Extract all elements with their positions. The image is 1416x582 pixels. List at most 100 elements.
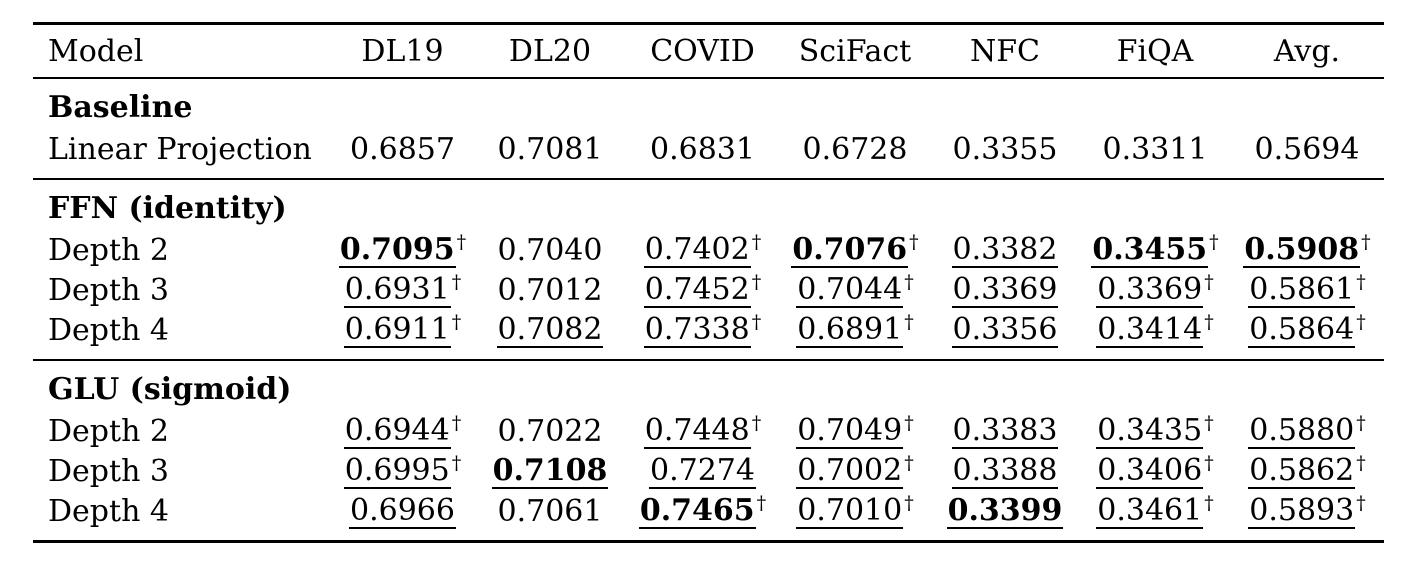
metric-value: 0.6911 bbox=[343, 311, 451, 349]
metric-cell: 0.6995 † bbox=[330, 451, 475, 491]
dagger-mark: † bbox=[1361, 230, 1371, 253]
dagger-mark: † bbox=[1356, 411, 1366, 434]
metric-cell: 0.3435 † bbox=[1080, 411, 1230, 451]
row-label: Depth 2 bbox=[48, 232, 170, 268]
metric-cell: 0.7402 † bbox=[625, 230, 780, 270]
dagger-mark: † bbox=[756, 491, 767, 514]
metric-value: 0.7448 bbox=[643, 412, 751, 450]
table-row: Depth 2 0.6944 † 0.7022 0.7448 † 0.7049 † 0.3383… bbox=[33, 411, 1384, 451]
metric-cell: 0.5908 † bbox=[1230, 230, 1384, 270]
metric-cell: 0.3399 bbox=[930, 491, 1080, 542]
metric-value: 0.5880 bbox=[1248, 412, 1356, 450]
metric-cell: 0.7002 † bbox=[780, 451, 930, 491]
column-header-dl19: DL19 bbox=[361, 33, 444, 69]
metric-value: 0.3355 bbox=[952, 131, 1058, 167]
metric-cell: 0.3406 † bbox=[1080, 451, 1230, 491]
metric-cell: 0.6911 † bbox=[330, 310, 475, 360]
column-header-covid: COVID bbox=[650, 33, 755, 69]
dagger-mark: † bbox=[1356, 491, 1366, 514]
metric-cell: 0.7040 bbox=[475, 230, 625, 270]
section-title-row: GLU (sigmoid) bbox=[33, 360, 1384, 411]
metric-cell: 0.7095 † bbox=[330, 230, 475, 270]
dagger-mark: † bbox=[451, 270, 462, 293]
metric-value: 0.7465 bbox=[638, 492, 756, 530]
metric-value: 0.5861 bbox=[1248, 271, 1356, 309]
column-header-avg: Avg. bbox=[1273, 33, 1341, 69]
metric-value: 0.7076 bbox=[791, 231, 909, 269]
dagger-mark: † bbox=[451, 411, 462, 434]
dagger-mark: † bbox=[904, 270, 914, 293]
dagger-mark: † bbox=[1209, 230, 1219, 253]
metric-cell: 0.3383 bbox=[930, 411, 1080, 451]
metric-value: 0.6995 bbox=[343, 452, 451, 490]
table-section-2: GLU (sigmoid) Depth 2 0.6944 † 0.7022 0.7448 †… bbox=[33, 360, 1384, 542]
dagger-mark: † bbox=[751, 310, 762, 333]
metric-cell: 0.7044 † bbox=[780, 270, 930, 310]
metric-cell: 0.6728 bbox=[780, 129, 930, 179]
table-section-0: Baseline Linear Projection 0.6857 0.7081 0.6… bbox=[33, 78, 1384, 179]
metric-value: 0.3383 bbox=[951, 412, 1059, 450]
metric-value: 0.6944 bbox=[343, 412, 451, 450]
dagger-mark: † bbox=[1204, 270, 1214, 293]
column-header-fiqa: FiQA bbox=[1116, 33, 1194, 69]
metric-cell: 0.7010 † bbox=[780, 491, 930, 542]
metric-value: 0.7338 bbox=[643, 311, 751, 349]
metric-value: 0.7049 bbox=[796, 412, 904, 450]
dagger-mark: † bbox=[451, 451, 462, 474]
table-row: Depth 2 0.7095 † 0.7040 0.7402 † 0.7076 † 0.3382… bbox=[33, 230, 1384, 270]
section-title-row: Baseline bbox=[33, 78, 1384, 129]
metric-cell: 0.3369 † bbox=[1080, 270, 1230, 310]
dagger-mark: † bbox=[904, 491, 914, 514]
column-header-dl20: DL20 bbox=[508, 33, 592, 69]
row-label: Depth 4 bbox=[48, 493, 170, 529]
header-row: Model DL19 DL20 COVID SciFact NFC FiQA A… bbox=[33, 24, 1384, 78]
metric-value: 0.7452 bbox=[643, 271, 751, 309]
metric-cell: 0.5694 bbox=[1230, 129, 1384, 179]
table-row: Depth 4 0.6966 0.7061 0.7465 † 0.7010 † 0.3399 0… bbox=[33, 491, 1384, 542]
column-header-scifact: SciFact bbox=[798, 33, 912, 69]
metric-value: 0.3414 bbox=[1096, 311, 1204, 349]
dagger-mark: † bbox=[456, 230, 467, 253]
dagger-mark: † bbox=[1204, 310, 1214, 333]
dagger-mark: † bbox=[751, 230, 762, 253]
metric-value: 0.3388 bbox=[951, 452, 1059, 490]
dagger-mark: † bbox=[1356, 451, 1366, 474]
metric-value: 0.7022 bbox=[497, 413, 603, 449]
metric-value: 0.3369 bbox=[1096, 271, 1204, 309]
dagger-mark: † bbox=[904, 411, 914, 434]
table-section-1: FFN (identity) Depth 2 0.7095 † 0.7040 0.7402… bbox=[33, 179, 1384, 360]
metric-value: 0.6931 bbox=[343, 271, 451, 309]
metric-cell: 0.7448 † bbox=[625, 411, 780, 451]
metric-cell: 0.6931 † bbox=[330, 270, 475, 310]
column-header-model: Model bbox=[48, 33, 144, 69]
dagger-mark: † bbox=[451, 310, 462, 333]
metric-cell: 0.6857 bbox=[330, 129, 475, 179]
metric-cell: 0.5864 † bbox=[1230, 310, 1384, 360]
column-header-nfc: NFC bbox=[969, 33, 1041, 69]
metric-value: 0.3356 bbox=[951, 311, 1059, 349]
metric-value: 0.7274 bbox=[649, 452, 756, 490]
table-row: Depth 3 0.6931 † 0.7012 0.7452 † 0.7044 † 0.3369… bbox=[33, 270, 1384, 310]
metric-value: 0.6728 bbox=[802, 131, 908, 167]
row-label: Linear Projection bbox=[48, 131, 312, 167]
metric-value: 0.5694 bbox=[1254, 131, 1360, 167]
metric-value: 0.7040 bbox=[497, 232, 603, 268]
metric-cell: 0.5861 † bbox=[1230, 270, 1384, 310]
metric-value: 0.3435 bbox=[1096, 412, 1204, 450]
metric-cell: 0.5893 † bbox=[1230, 491, 1384, 542]
section-title: Baseline bbox=[48, 89, 193, 125]
metric-value: 0.3406 bbox=[1096, 452, 1204, 490]
row-label: Depth 3 bbox=[48, 453, 170, 489]
metric-cell: 0.6891 † bbox=[780, 310, 930, 360]
metric-value: 0.5862 bbox=[1248, 452, 1356, 490]
metric-value: 0.7010 bbox=[796, 492, 904, 530]
metric-cell: 0.7338 † bbox=[625, 310, 780, 360]
metric-value: 0.7095 bbox=[338, 231, 456, 269]
row-label: Depth 3 bbox=[48, 272, 170, 308]
metric-value: 0.7061 bbox=[497, 493, 603, 529]
dagger-mark: † bbox=[904, 451, 914, 474]
metric-value: 0.7012 bbox=[497, 272, 603, 308]
metric-value: 0.3455 bbox=[1091, 231, 1209, 269]
results-table: Model DL19 DL20 COVID SciFact NFC FiQA A… bbox=[33, 22, 1384, 543]
table-header: Model DL19 DL20 COVID SciFact NFC FiQA A… bbox=[33, 24, 1384, 78]
